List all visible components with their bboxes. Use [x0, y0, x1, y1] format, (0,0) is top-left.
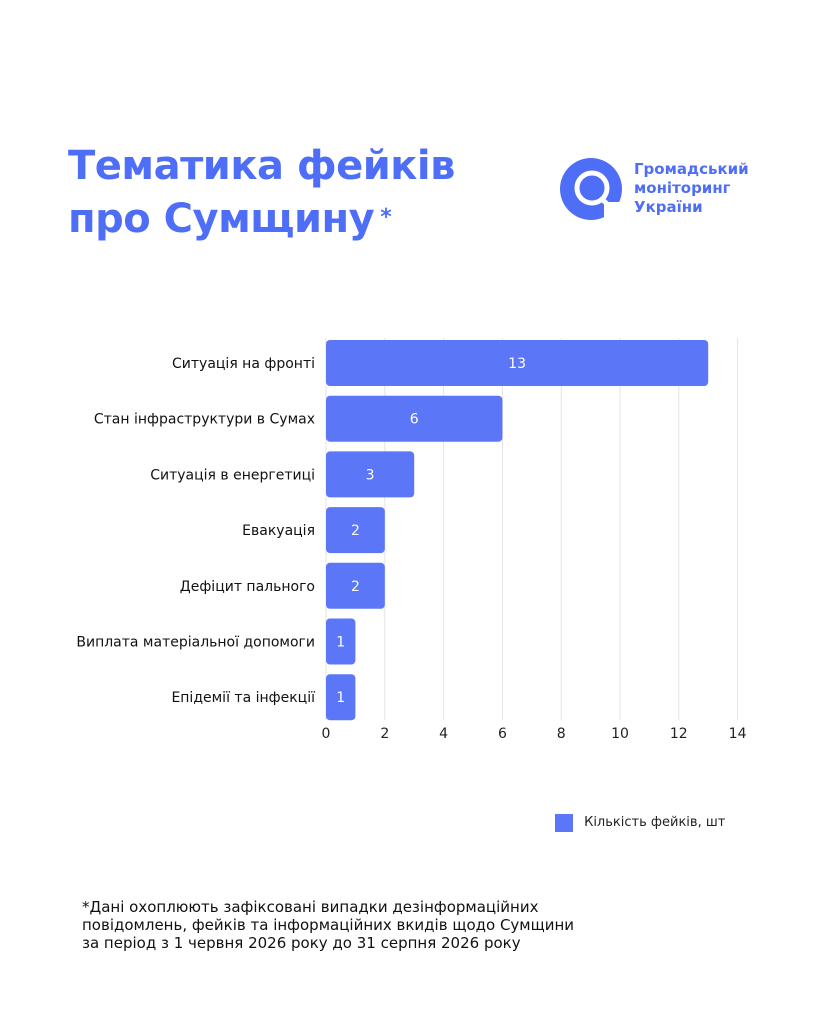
- bar-value-label: 2: [351, 523, 360, 539]
- grid-lines: [325, 338, 739, 720]
- title-line-2: про Сумщину *: [68, 192, 455, 245]
- bar: [326, 674, 356, 721]
- x-tick-label: 2: [380, 726, 389, 742]
- logo-line-3: України: [634, 198, 703, 216]
- category-label: Дефіцит пального: [180, 579, 315, 595]
- title-line-2-text: про Сумщину: [68, 196, 375, 242]
- x-tick-label: 8: [557, 726, 566, 742]
- title-line-1: Тематика фейків: [68, 143, 455, 189]
- bar-value-label: 2: [351, 579, 360, 595]
- legend-label: Кількість фейків, шт: [584, 815, 726, 830]
- bar: [326, 618, 356, 665]
- brand-logo: Громадський моніторинг України: [560, 156, 760, 222]
- logo-text: Громадський моніторинг України: [634, 160, 749, 217]
- bar-value-label: 6: [410, 412, 419, 428]
- page-title: Тематика фейків про Сумщину *: [68, 140, 455, 245]
- bars: [326, 340, 709, 721]
- footnote-line-1: *Дані охоплюють зафіксовані випадки дезі…: [82, 898, 539, 916]
- x-tick-label: 14: [729, 726, 747, 742]
- category-label: Виплата матеріальної допомоги: [76, 635, 315, 651]
- chart-legend: Кількість фейків, шт: [555, 812, 725, 832]
- category-labels: Ситуація на фронті Стан інфраструктури в …: [76, 356, 315, 706]
- title-asterisk: *: [380, 205, 392, 230]
- category-label: Ситуація в енергетиці: [150, 467, 315, 483]
- magnifier-logo-icon: [560, 158, 622, 220]
- bar: [326, 395, 503, 442]
- bar-value-label: 3: [366, 467, 375, 483]
- x-tick-label: 6: [498, 726, 507, 742]
- bar-value-label: 1: [336, 690, 345, 706]
- logo-line-1: Громадський: [634, 160, 749, 178]
- x-tick-label: 0: [322, 726, 331, 742]
- data-labels: 13 6 3 2 2 1 1: [336, 356, 526, 706]
- category-label: Стан інфраструктури в Сумах: [94, 412, 315, 428]
- footnote-line-2: повідомлень, фейків та інформаційних вки…: [82, 916, 575, 934]
- bar: [326, 340, 709, 386]
- bar: [326, 451, 415, 498]
- category-label: Епідемії та інфекції: [171, 690, 315, 706]
- x-tick-label: 4: [439, 726, 448, 742]
- category-label: Ситуація на фронті: [172, 356, 315, 372]
- bar-chart: Ситуація на фронті Стан інфраструктури в …: [76, 338, 747, 742]
- bar: [326, 507, 385, 554]
- legend-swatch: [555, 813, 573, 832]
- footnote: *Дані охоплюють зафіксовані випадки дезі…: [82, 898, 642, 952]
- x-axis-ticks: 0 2 4 6 8 10 12 14: [322, 726, 747, 742]
- logo-line-2: моніторинг: [634, 179, 731, 197]
- x-tick-label: 10: [611, 726, 629, 742]
- footnote-line-3: за період з 1 червня 2026 року до 31 сер…: [82, 934, 521, 952]
- bar-value-label: 1: [336, 635, 345, 651]
- bar-value-label: 13: [508, 356, 526, 372]
- bar: [326, 562, 385, 609]
- category-label: Евакуація: [242, 523, 315, 539]
- x-tick-label: 12: [670, 726, 688, 742]
